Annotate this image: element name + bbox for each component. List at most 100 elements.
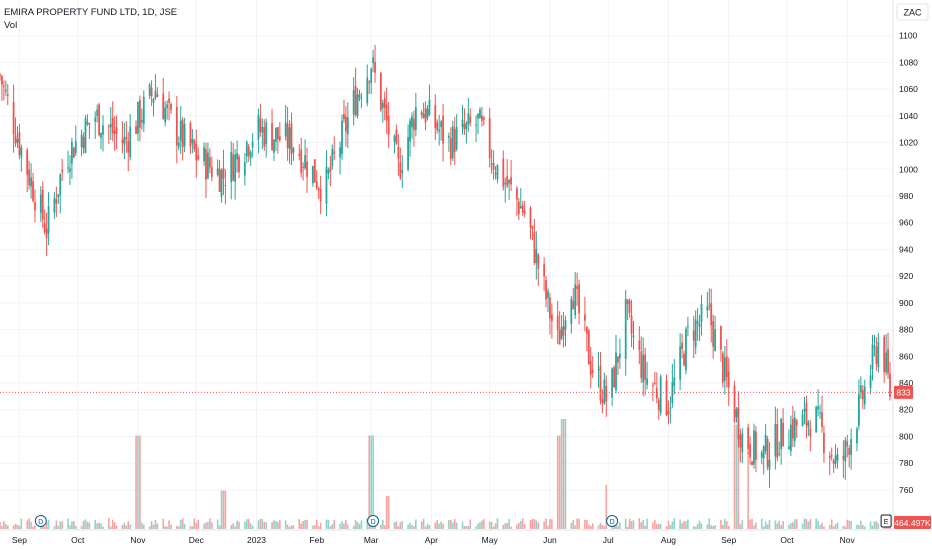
- volume-bar: [714, 525, 716, 529]
- candle-body: [751, 461, 753, 465]
- volume-bar: [450, 519, 452, 529]
- volume-bar: [706, 524, 709, 529]
- candle-body: [502, 158, 505, 188]
- volume-bar: [125, 525, 128, 529]
- volume-bar: [725, 521, 728, 529]
- volume-bar: [451, 522, 454, 529]
- volume-bar: [368, 435, 371, 529]
- candle-body: [434, 105, 437, 129]
- volume-bar: [370, 435, 372, 529]
- candle-body: [288, 127, 291, 150]
- volume-bar: [142, 524, 145, 529]
- currency-badge-box[interactable]: [896, 3, 929, 21]
- candle-body: [207, 152, 209, 179]
- candle-body: [741, 432, 744, 453]
- candle-body: [669, 407, 672, 409]
- candle-body: [111, 117, 114, 134]
- volume-bar: [343, 523, 345, 529]
- time-axis[interactable]: Sep Oct Nov Dec 2023 Feb Mar Apr May Jun Jul Aug Sep…: [12, 535, 856, 545]
- volume-bar: [341, 521, 343, 529]
- candle-body: [807, 422, 810, 428]
- time-tick-label: Jun: [543, 535, 557, 545]
- volume-bar: [805, 518, 808, 529]
- candle-body: [887, 348, 889, 374]
- volume-bars: [0, 419, 891, 529]
- volume-bar: [224, 490, 227, 529]
- volume-bar: [665, 526, 668, 529]
- volume-bar: [642, 519, 645, 529]
- candle-body: [692, 330, 695, 341]
- volume-bar: [832, 526, 835, 529]
- candle-body: [424, 107, 427, 123]
- volume-bar: [82, 520, 85, 529]
- volume-bar: [271, 522, 273, 529]
- volume-bar: [3, 521, 5, 529]
- volume-bar: [535, 520, 538, 529]
- candle-body: [640, 351, 643, 378]
- volume-bar: [183, 523, 186, 529]
- volume-bar: [809, 518, 812, 529]
- candle-body: [681, 342, 683, 349]
- candle-body: [762, 446, 765, 459]
- dividend-marker-icon[interactable]: [34, 515, 47, 527]
- candle-body: [422, 113, 425, 119]
- candle-body: [98, 104, 101, 136]
- candle-body: [440, 121, 443, 128]
- volume-bar: [496, 518, 499, 529]
- candle-body: [387, 115, 390, 135]
- candle-body: [447, 135, 450, 138]
- volume-bar: [782, 521, 784, 529]
- candle-body: [426, 109, 429, 118]
- volume-bar: [191, 526, 194, 529]
- volume-bar: [193, 518, 196, 529]
- volume-bar: [760, 518, 763, 529]
- volume-bar: [656, 524, 658, 529]
- earnings-marker-icon[interactable]: [880, 514, 892, 528]
- volume-bar: [115, 525, 118, 529]
- candle-body: [821, 412, 823, 427]
- price-tick-label: 1040: [899, 111, 918, 121]
- volume-bar: [578, 518, 580, 529]
- candle-body: [109, 124, 112, 128]
- candle-body: [306, 161, 308, 177]
- candle-body: [545, 280, 547, 300]
- volume-bar: [98, 522, 100, 529]
- candle-body: [115, 127, 118, 134]
- candle-body: [844, 440, 847, 462]
- currency-badge[interactable]: ZAC: [904, 8, 923, 18]
- candle-body: [842, 455, 845, 460]
- volume-bar: [747, 452, 749, 529]
- volume-bar: [549, 519, 551, 529]
- dividend-marker-icon[interactable]: [606, 515, 619, 527]
- volume-bar: [181, 518, 184, 529]
- candle-body: [725, 356, 728, 378]
- candle-body: [564, 320, 567, 330]
- volume-bar: [521, 518, 524, 529]
- volume-bar: [234, 526, 236, 529]
- volume-bar: [776, 523, 779, 529]
- candle-body: [370, 68, 373, 83]
- price-axis[interactable]: 760 780 800 820 840 860 880 900 920 940 960 980 1000…: [899, 31, 918, 495]
- candle-body: [667, 410, 670, 415]
- candle-body: [737, 407, 740, 440]
- volume-bar: [848, 520, 850, 529]
- volume-bar: [141, 522, 143, 529]
- candle-body: [523, 210, 526, 214]
- volume-bar: [261, 519, 264, 529]
- candle-body: [531, 226, 534, 229]
- volume-bar: [475, 526, 477, 529]
- volume-bar: [599, 522, 602, 529]
- candle-body: [26, 149, 29, 175]
- volume-bar: [345, 519, 347, 529]
- time-tick-label: May: [482, 535, 499, 545]
- candle-body: [2, 85, 5, 87]
- volume-bar: [333, 520, 336, 529]
- candle-body: [4, 89, 7, 92]
- dividend-marker-icon[interactable]: [367, 515, 380, 527]
- volume-bar: [244, 521, 246, 529]
- volume-bar: [692, 526, 695, 529]
- volume-bar: [646, 518, 648, 529]
- candle-body: [749, 444, 751, 458]
